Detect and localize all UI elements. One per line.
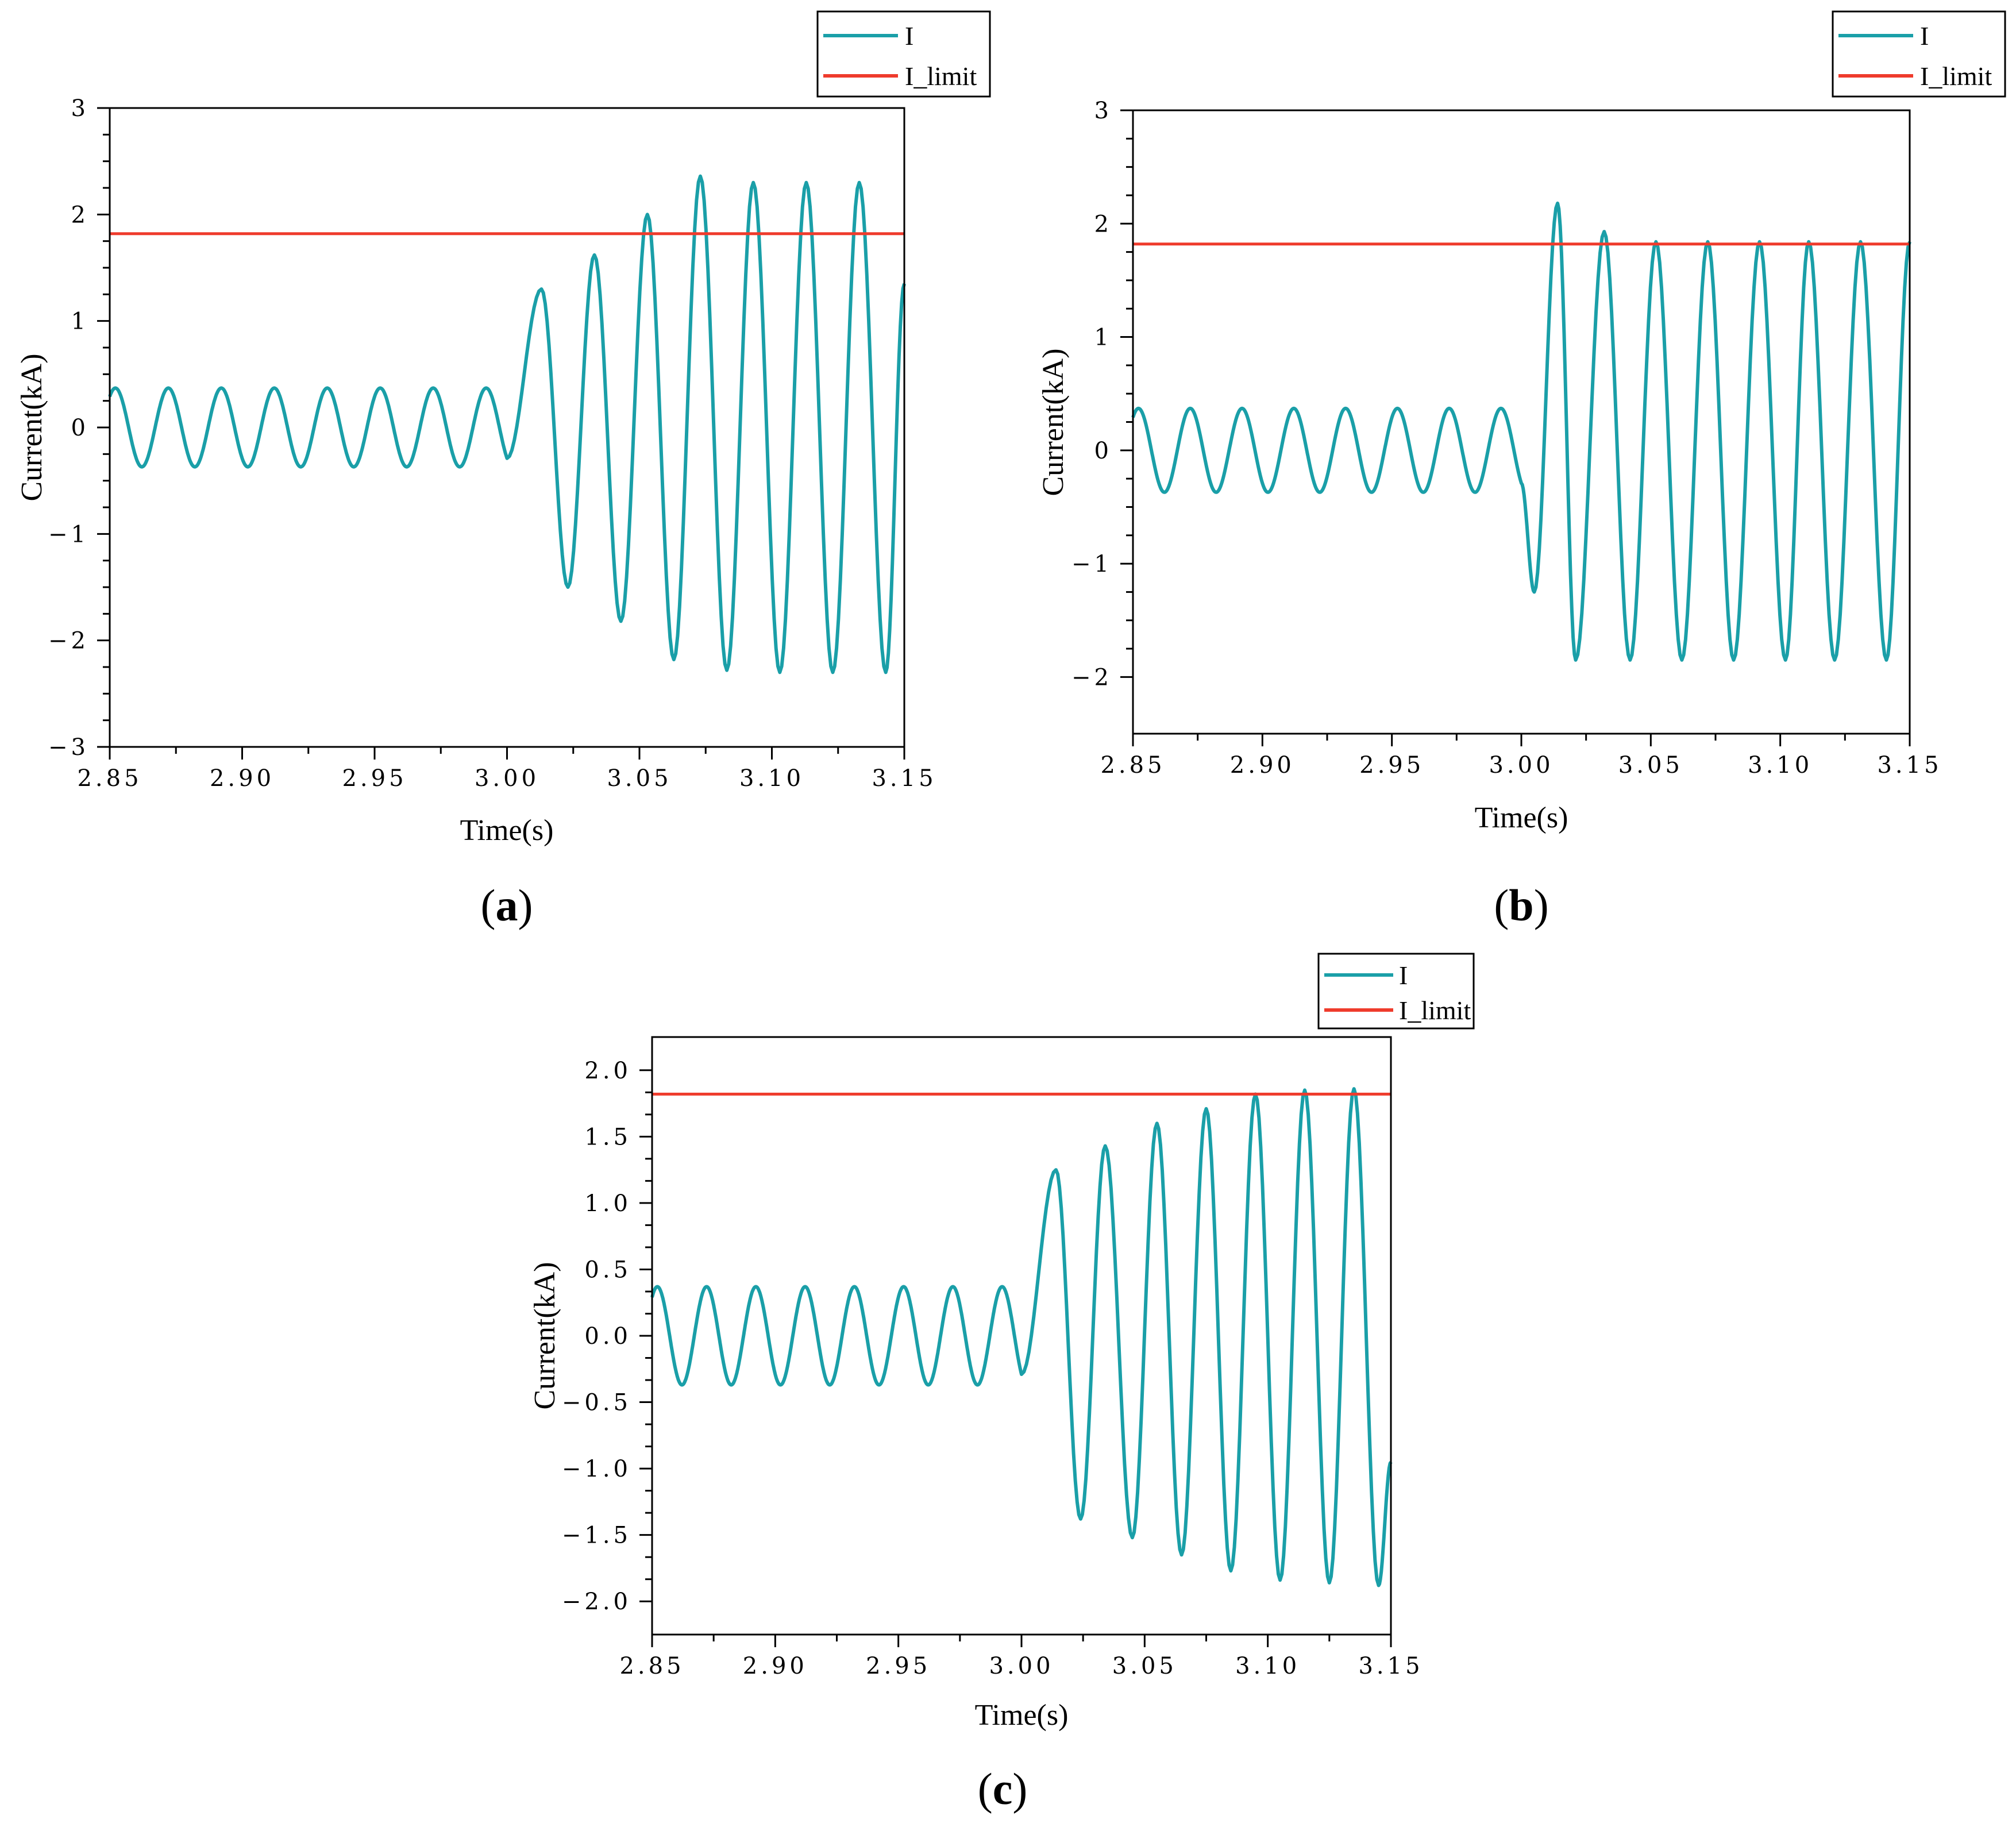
y-tick-label: −3 — [48, 734, 89, 761]
legend-b: I I_limit — [1832, 10, 2006, 98]
y-tick-label: 0.5 — [584, 1257, 631, 1283]
legend-box — [1832, 10, 2006, 98]
y-tick-label: −1.0 — [562, 1456, 631, 1482]
x-tick-label: 3.15 — [872, 765, 936, 792]
plot-b — [1131, 201, 1911, 662]
y-tick-label: 2 — [1094, 211, 1112, 237]
plot-frame — [109, 107, 905, 748]
panel-c: I I_limit 2.85 2.90 2.95 3.00 3.05 3.10 3.15 −2… — [529, 953, 1475, 1814]
x-tick-label: 3.00 — [989, 1653, 1054, 1679]
x-tick-label: 3.10 — [739, 765, 804, 792]
ticks-a: 2.85 2.90 2.95 3.00 3.05 3.10 3.15 −3 −2 −1 0 1 2 3 — [48, 95, 936, 792]
panel-a: I I_limit 2.85 2.90 2.95 3.00 3.05 3.10 3.15 −3… — [16, 10, 991, 930]
y-tick-label: 2 — [71, 202, 89, 228]
panel-b: I I_limit 2.85 2.90 2.95 3.00 3.05 3.10 3.15 −2… — [1037, 10, 2006, 930]
legend-label-current: I — [1920, 21, 1929, 51]
y-tick-label: 2.0 — [584, 1058, 631, 1084]
panel-label-open: ( — [1494, 880, 1509, 930]
panel-label-a: (a) — [481, 880, 533, 930]
y-tick-label: −2 — [48, 628, 89, 654]
y-tick-label: 0.0 — [584, 1323, 631, 1350]
y-tick-label: 1 — [1094, 325, 1112, 351]
plot-a — [108, 174, 906, 675]
panel-label-c: (c) — [978, 1764, 1028, 1814]
legend-a: I I_limit — [816, 10, 991, 98]
x-tick-label: 2.85 — [619, 1653, 684, 1679]
y-tick-label: −1.5 — [562, 1523, 631, 1549]
x-tick-label: 2.85 — [1100, 752, 1165, 778]
ticks-b: 2.85 2.90 2.95 3.00 3.05 3.10 3.15 −2 −1 0 1 2 3 — [1071, 98, 1942, 778]
legend-box — [816, 10, 991, 98]
x-tick-label: 3.10 — [1748, 752, 1813, 778]
panel-label-letter: a — [496, 880, 518, 930]
panel-label-open: ( — [978, 1764, 993, 1814]
y-tick-label: 0 — [1094, 438, 1112, 464]
panel-label-letter: b — [1509, 880, 1533, 930]
y-tick-label: 3 — [1094, 98, 1112, 124]
panel-label-letter: c — [993, 1764, 1013, 1814]
panel-label-close: ) — [1012, 1764, 1027, 1814]
y-tick-label: −0.5 — [562, 1390, 631, 1416]
panel-label-close: ) — [1534, 880, 1549, 930]
series-line-current — [1131, 201, 1911, 662]
panel-label-open: ( — [481, 880, 496, 930]
legend-label-current: I — [1399, 961, 1408, 990]
legend-c: I I_limit — [1317, 953, 1475, 1030]
x-tick-label: 2.95 — [342, 765, 407, 792]
y-tick-label: −1 — [1071, 551, 1112, 577]
y-tick-label: 1.0 — [584, 1190, 631, 1217]
x-axis-title: Time(s) — [975, 1699, 1069, 1732]
x-tick-label: 3.05 — [607, 765, 672, 792]
legend-label-limit: I_limit — [1920, 61, 1992, 91]
y-axis-title: Current(kA) — [1037, 348, 1070, 496]
y-tick-label: 1.5 — [584, 1124, 631, 1150]
x-tick-label: 2.90 — [210, 765, 275, 792]
y-tick-label: −1 — [48, 521, 89, 548]
x-tick-label: 3.00 — [475, 765, 539, 792]
series-line-current — [650, 1087, 1393, 1587]
ticks-c: 2.85 2.90 2.95 3.00 3.05 3.10 3.15 −2.0 −1.5 −1.0… — [562, 1058, 1423, 1679]
x-tick-label: 2.95 — [1359, 752, 1424, 778]
legend-label-current: I — [905, 21, 913, 51]
y-tick-label: 0 — [71, 415, 89, 441]
panel-label-b: (b) — [1494, 880, 1548, 930]
y-tick-label: −2.0 — [562, 1589, 631, 1615]
x-tick-label: 3.15 — [1358, 1653, 1423, 1679]
y-axis-title: Current(kA) — [529, 1262, 561, 1409]
legend-label-limit: I_limit — [905, 61, 977, 91]
x-tick-label: 3.10 — [1235, 1653, 1300, 1679]
x-axis-title: Time(s) — [1475, 801, 1568, 834]
x-tick-label: 2.90 — [1230, 752, 1295, 778]
x-tick-label: 2.85 — [77, 765, 142, 792]
y-tick-label: −2 — [1071, 664, 1112, 691]
y-tick-label: 1 — [71, 309, 89, 335]
x-tick-label: 2.95 — [866, 1653, 931, 1679]
x-tick-label: 3.05 — [1112, 1653, 1177, 1679]
x-axis-title: Time(s) — [460, 814, 554, 847]
legend-box — [1317, 953, 1475, 1030]
y-axis-title: Current(kA) — [16, 353, 48, 501]
y-tick-label: 3 — [71, 95, 89, 122]
x-tick-label: 2.90 — [743, 1653, 808, 1679]
x-tick-label: 3.15 — [1877, 752, 1942, 778]
series-line-current — [108, 174, 906, 675]
panel-label-close: ) — [518, 880, 533, 930]
plot-c — [650, 1087, 1393, 1587]
x-tick-label: 3.05 — [1618, 752, 1683, 778]
plot-frame — [651, 1036, 1392, 1636]
legend-label-limit: I_limit — [1399, 996, 1471, 1025]
x-tick-label: 3.00 — [1489, 752, 1554, 778]
